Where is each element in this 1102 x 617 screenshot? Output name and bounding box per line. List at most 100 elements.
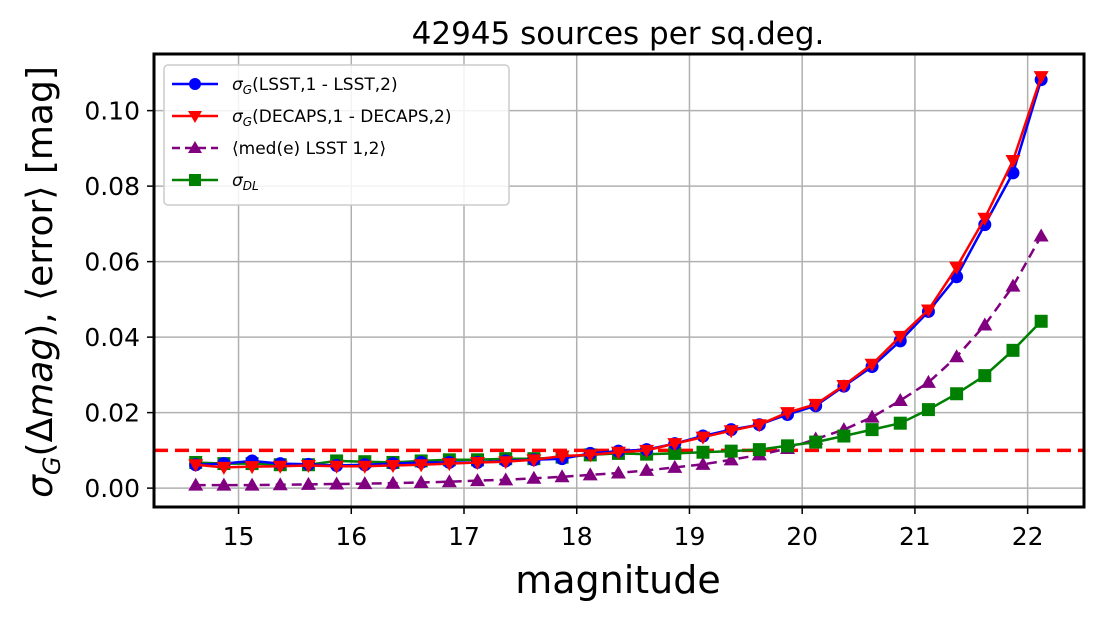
data-point xyxy=(610,446,626,460)
data-point xyxy=(668,446,682,460)
x-tick-label: 17 xyxy=(448,522,480,551)
data-point xyxy=(1034,314,1048,328)
data-point xyxy=(272,460,288,474)
data-point xyxy=(526,470,542,484)
data-point xyxy=(385,459,401,473)
data-point xyxy=(864,409,880,423)
data-point xyxy=(357,476,373,490)
data-point xyxy=(892,330,908,344)
data-point xyxy=(610,465,626,479)
data-point xyxy=(329,476,345,490)
data-point xyxy=(357,460,373,474)
data-point xyxy=(329,460,345,474)
data-point xyxy=(836,379,852,393)
x-tick-label: 22 xyxy=(1012,522,1044,551)
x-tick-label: 18 xyxy=(561,522,593,551)
data-point xyxy=(695,456,711,470)
data-point xyxy=(920,304,936,318)
data-point xyxy=(695,431,711,445)
y-tick-label: 0.08 xyxy=(84,172,140,201)
data-point xyxy=(188,459,204,473)
data-point xyxy=(921,403,935,417)
data-point xyxy=(949,349,965,363)
data-point xyxy=(950,387,964,401)
data-point xyxy=(977,317,993,331)
series-layer xyxy=(154,71,1084,491)
legend-marker xyxy=(189,78,201,90)
data-point xyxy=(385,475,401,489)
data-point xyxy=(723,452,739,466)
data-point xyxy=(413,459,429,473)
data-point xyxy=(781,439,795,453)
data-point xyxy=(582,449,598,463)
data-point xyxy=(1005,154,1021,168)
y-tick-label: 0.00 xyxy=(84,474,140,503)
data-point xyxy=(1005,278,1021,292)
data-point xyxy=(272,477,288,491)
data-point xyxy=(300,459,316,473)
data-point xyxy=(751,419,767,433)
series-1 xyxy=(188,71,1049,475)
legend-label: σG(DECAPS,1 - DECAPS,2) xyxy=(232,107,452,129)
data-point xyxy=(244,477,260,491)
data-point xyxy=(837,429,851,443)
data-point xyxy=(865,423,879,437)
x-axis-label: magnitude xyxy=(515,558,721,602)
data-point xyxy=(724,444,738,458)
plot-frame xyxy=(152,52,1086,509)
data-point xyxy=(977,212,993,226)
y-axis-label: σG(Δmag), ⟨error⟩ [mag] xyxy=(20,66,66,498)
legend-marker xyxy=(188,141,202,153)
data-point xyxy=(723,425,739,439)
data-point xyxy=(216,477,232,491)
data-point xyxy=(498,456,514,470)
data-point xyxy=(441,458,457,472)
data-point xyxy=(808,398,824,412)
data-point xyxy=(244,461,260,475)
y-tick-label: 0.02 xyxy=(84,399,140,428)
data-point xyxy=(667,438,683,452)
data-point xyxy=(582,467,598,481)
legend-box xyxy=(163,64,510,206)
x-tick-label: 15 xyxy=(223,522,255,551)
data-point xyxy=(554,469,570,483)
data-point xyxy=(1006,343,1020,357)
legend-label: σDL xyxy=(232,171,259,193)
legend-label: ⟨med(e) LSST 1,2⟩ xyxy=(232,139,386,159)
data-point xyxy=(216,461,232,475)
data-point xyxy=(470,473,486,487)
data-point xyxy=(188,477,204,491)
data-point xyxy=(554,450,570,464)
data-point xyxy=(892,393,908,407)
y-tick-label: 0.04 xyxy=(84,323,140,352)
data-point xyxy=(1033,71,1049,85)
legend: σG(LSST,1 - LSST,2) σG(DECAPS,1 - DECAPS,… xyxy=(163,64,510,206)
y-tick-label: 0.10 xyxy=(84,97,140,126)
data-point xyxy=(300,476,316,490)
x-tick-label: 19 xyxy=(674,522,706,551)
data-point xyxy=(949,261,965,275)
x-tick-label: 20 xyxy=(786,522,818,551)
x-tick-label: 16 xyxy=(335,522,367,551)
data-point xyxy=(1033,228,1049,242)
data-point xyxy=(639,462,655,476)
data-point xyxy=(780,407,796,421)
data-point xyxy=(441,474,457,488)
data-point xyxy=(526,454,542,468)
data-point xyxy=(639,444,655,458)
data-point xyxy=(470,456,486,470)
data-point xyxy=(893,416,907,430)
axis-ticks: 15 16 17 18 19 20 21 22 0.00 0.02 0.04 0.06 0.08 0.10 xyxy=(84,97,1043,551)
data-point xyxy=(978,369,992,383)
data-point xyxy=(667,459,683,473)
data-point xyxy=(752,443,766,457)
legend-marker xyxy=(188,111,202,123)
legend-marker xyxy=(189,174,201,186)
chart-title: 42945 sources per sq.deg. xyxy=(412,16,825,52)
data-point xyxy=(809,435,823,449)
data-point xyxy=(498,472,514,486)
data-point xyxy=(920,374,936,388)
data-point xyxy=(413,474,429,488)
data-point xyxy=(864,358,880,372)
